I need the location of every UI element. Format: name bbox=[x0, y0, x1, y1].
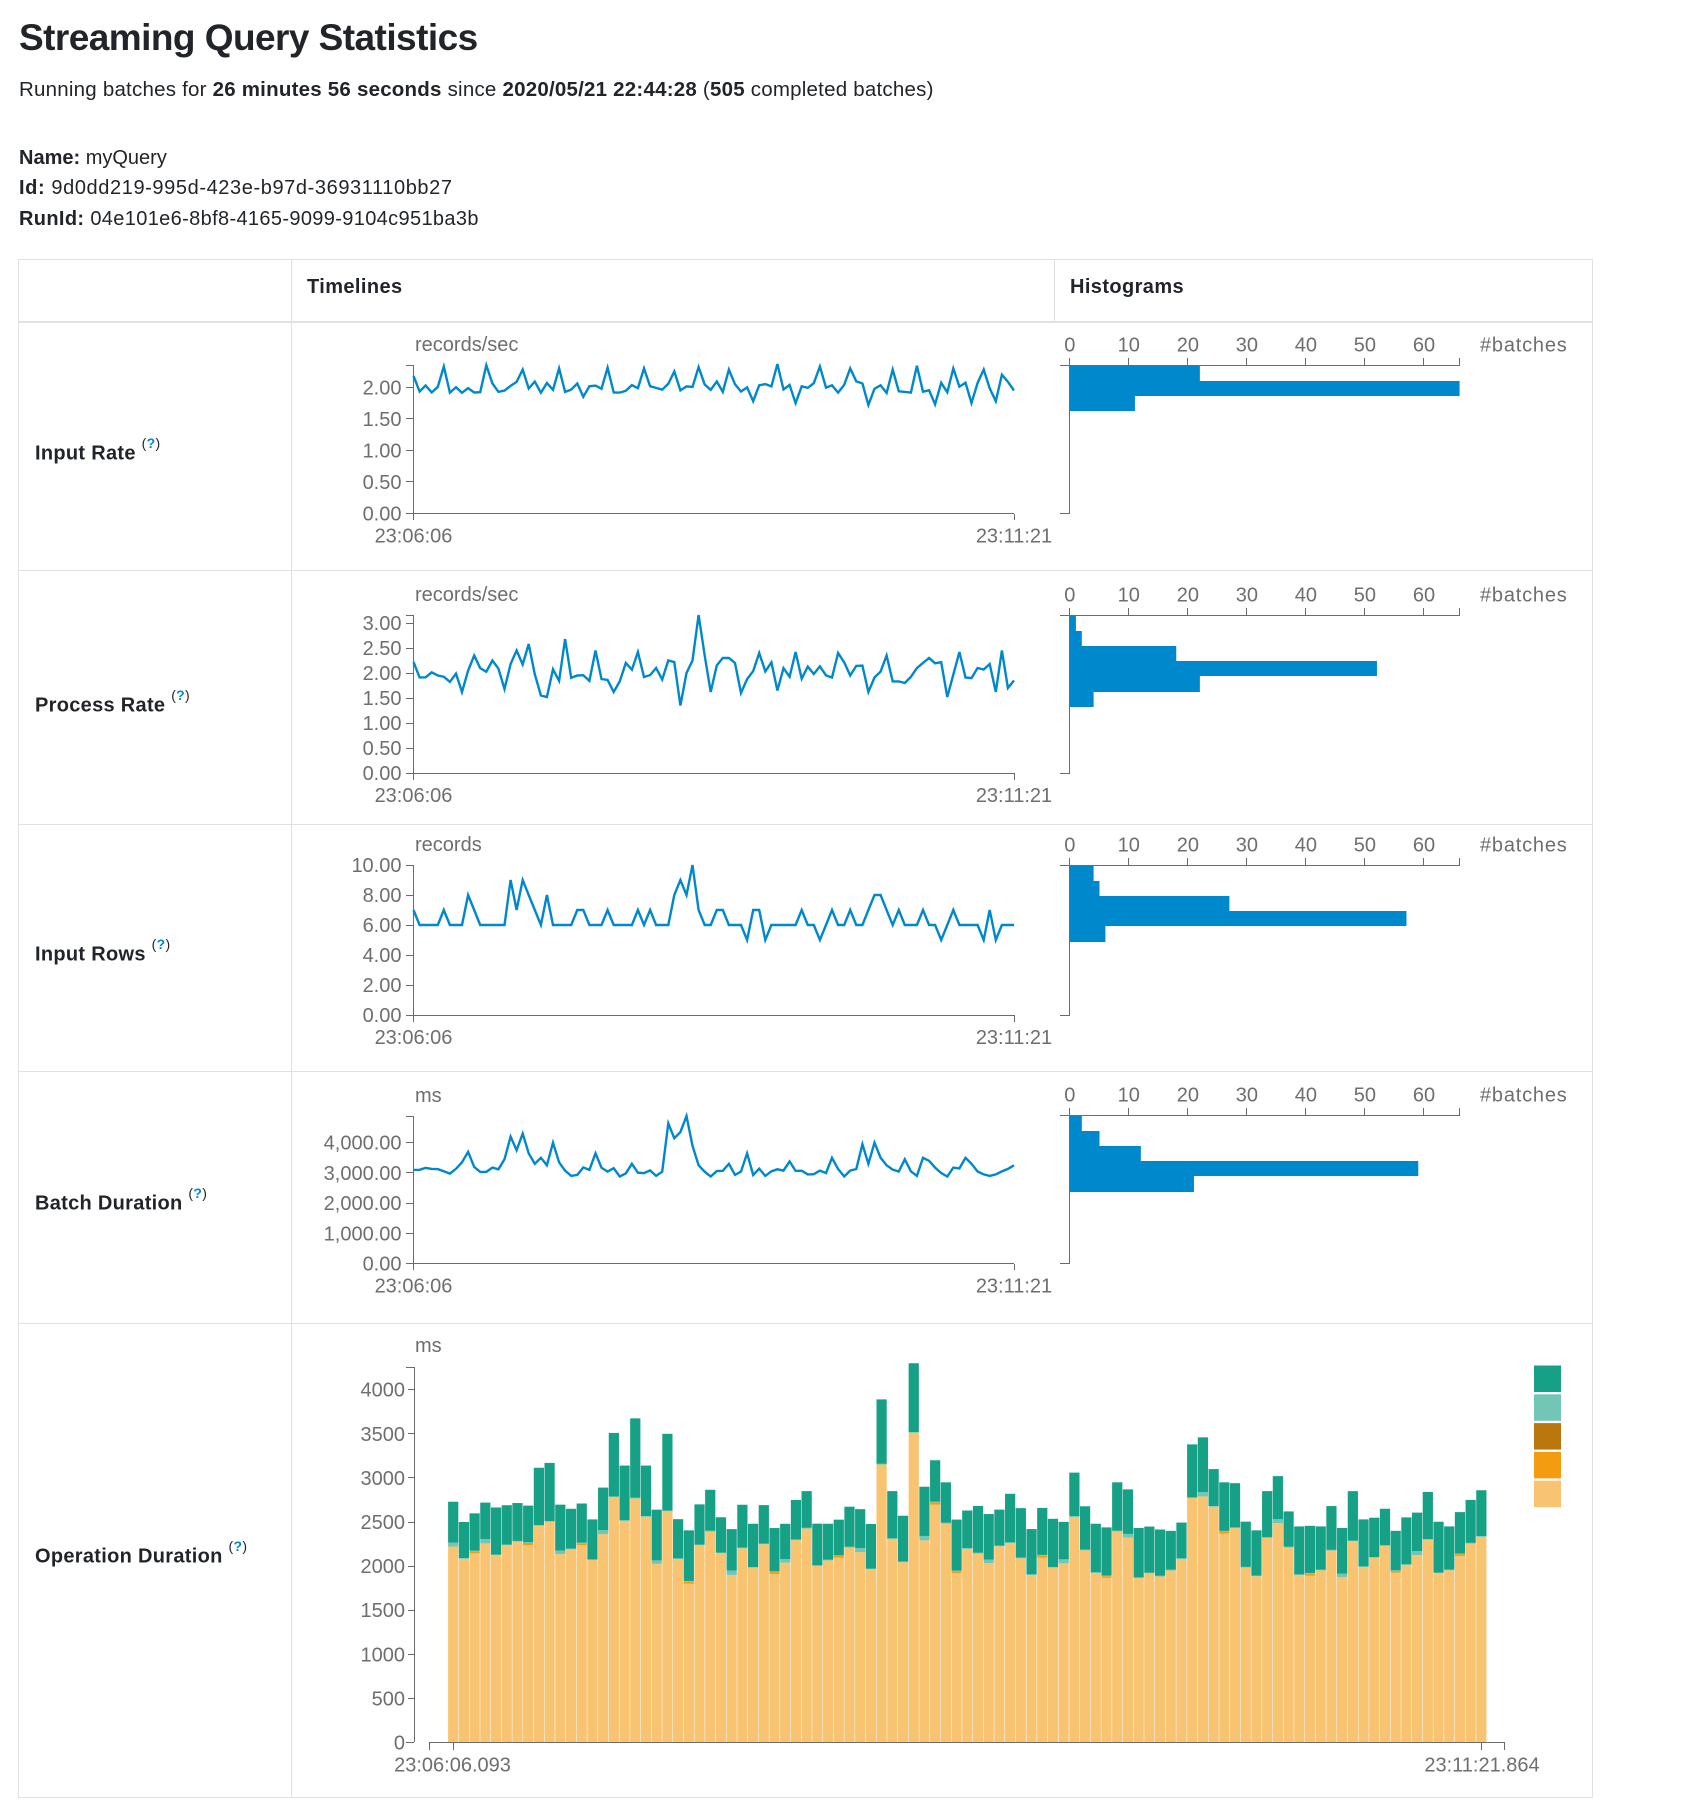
svg-text:0.50: 0.50 bbox=[363, 472, 402, 494]
svg-text:23:06:06: 23:06:06 bbox=[375, 785, 453, 807]
svg-text:#batches: #batches bbox=[1480, 335, 1568, 357]
svg-text:2.00: 2.00 bbox=[363, 377, 402, 399]
svg-text:20: 20 bbox=[1177, 585, 1199, 607]
svg-text:1,000.00: 1,000.00 bbox=[324, 1223, 402, 1245]
svg-text:records/sec: records/sec bbox=[415, 584, 518, 606]
svg-text:2.50: 2.50 bbox=[363, 638, 402, 660]
svg-text:0: 0 bbox=[1064, 835, 1075, 857]
svg-text:20: 20 bbox=[1177, 835, 1199, 857]
svg-text:23:06:06: 23:06:06 bbox=[375, 1027, 453, 1049]
svg-text:2000: 2000 bbox=[361, 1556, 406, 1578]
svg-text:#batches: #batches bbox=[1480, 835, 1568, 857]
svg-text:1000: 1000 bbox=[361, 1644, 406, 1666]
svg-text:2500: 2500 bbox=[361, 1512, 406, 1534]
svg-text:10: 10 bbox=[1118, 1085, 1140, 1107]
svg-text:23:11:21: 23:11:21 bbox=[976, 1276, 1052, 1298]
svg-text:23:11:21: 23:11:21 bbox=[976, 785, 1052, 807]
svg-text:50: 50 bbox=[1354, 1085, 1376, 1107]
svg-text:0.00: 0.00 bbox=[363, 1254, 402, 1276]
svg-text:1.50: 1.50 bbox=[363, 688, 402, 710]
svg-text:0.50: 0.50 bbox=[363, 738, 402, 760]
svg-text:2,000.00: 2,000.00 bbox=[324, 1193, 402, 1215]
svg-text:4000: 4000 bbox=[361, 1380, 406, 1402]
svg-text:23:06:06.093: 23:06:06.093 bbox=[394, 1755, 511, 1777]
svg-text:1.00: 1.00 bbox=[363, 440, 402, 462]
svg-text:23:06:06: 23:06:06 bbox=[375, 1276, 453, 1298]
svg-text:50: 50 bbox=[1354, 335, 1376, 357]
svg-text:#batches: #batches bbox=[1480, 1085, 1568, 1107]
svg-text:3,000.00: 3,000.00 bbox=[324, 1163, 402, 1185]
svg-text:60: 60 bbox=[1413, 1085, 1435, 1107]
svg-text:30: 30 bbox=[1236, 335, 1258, 357]
svg-text:records: records bbox=[415, 834, 482, 856]
svg-text:60: 60 bbox=[1413, 335, 1435, 357]
svg-text:30: 30 bbox=[1236, 1085, 1258, 1107]
svg-text:0.00: 0.00 bbox=[363, 504, 402, 526]
svg-text:2.00: 2.00 bbox=[363, 663, 402, 685]
svg-text:40: 40 bbox=[1295, 835, 1317, 857]
svg-text:0: 0 bbox=[1064, 585, 1075, 607]
svg-text:500: 500 bbox=[372, 1688, 405, 1710]
svg-text:ms: ms bbox=[415, 1085, 442, 1107]
svg-text:50: 50 bbox=[1354, 835, 1376, 857]
svg-text:23:06:06: 23:06:06 bbox=[375, 526, 453, 548]
svg-text:40: 40 bbox=[1295, 1085, 1317, 1107]
svg-text:2.00: 2.00 bbox=[363, 975, 402, 997]
svg-text:23:11:21: 23:11:21 bbox=[976, 526, 1052, 548]
svg-text:1500: 1500 bbox=[361, 1600, 406, 1622]
svg-text:4,000.00: 4,000.00 bbox=[324, 1133, 402, 1155]
svg-text:3.00: 3.00 bbox=[363, 613, 402, 635]
svg-text:20: 20 bbox=[1177, 1085, 1199, 1107]
svg-text:0.00: 0.00 bbox=[363, 1005, 402, 1027]
svg-text:3000: 3000 bbox=[361, 1468, 406, 1490]
svg-text:10: 10 bbox=[1118, 335, 1140, 357]
svg-text:1.50: 1.50 bbox=[363, 409, 402, 431]
svg-text:10: 10 bbox=[1118, 585, 1140, 607]
svg-text:4.00: 4.00 bbox=[363, 945, 402, 967]
svg-text:0: 0 bbox=[1064, 335, 1075, 357]
svg-text:0.00: 0.00 bbox=[363, 763, 402, 785]
svg-text:0: 0 bbox=[1064, 1085, 1075, 1107]
svg-text:6.00: 6.00 bbox=[363, 915, 402, 937]
svg-text:ms: ms bbox=[415, 1335, 442, 1357]
svg-text:10: 10 bbox=[1118, 835, 1140, 857]
svg-text:3500: 3500 bbox=[361, 1424, 406, 1446]
svg-text:23:11:21.864: 23:11:21.864 bbox=[1424, 1755, 1539, 1777]
svg-text:#batches: #batches bbox=[1480, 585, 1568, 607]
svg-text:8.00: 8.00 bbox=[363, 885, 402, 907]
svg-text:20: 20 bbox=[1177, 335, 1199, 357]
svg-text:40: 40 bbox=[1295, 585, 1317, 607]
svg-text:50: 50 bbox=[1354, 585, 1376, 607]
svg-text:1.00: 1.00 bbox=[363, 713, 402, 735]
svg-text:30: 30 bbox=[1236, 835, 1258, 857]
svg-text:60: 60 bbox=[1413, 835, 1435, 857]
svg-text:40: 40 bbox=[1295, 335, 1317, 357]
svg-text:23:11:21: 23:11:21 bbox=[976, 1027, 1052, 1049]
svg-text:30: 30 bbox=[1236, 585, 1258, 607]
svg-text:60: 60 bbox=[1413, 585, 1435, 607]
svg-text:0: 0 bbox=[394, 1733, 405, 1755]
svg-text:10.00: 10.00 bbox=[351, 855, 401, 877]
svg-text:records/sec: records/sec bbox=[415, 334, 518, 356]
